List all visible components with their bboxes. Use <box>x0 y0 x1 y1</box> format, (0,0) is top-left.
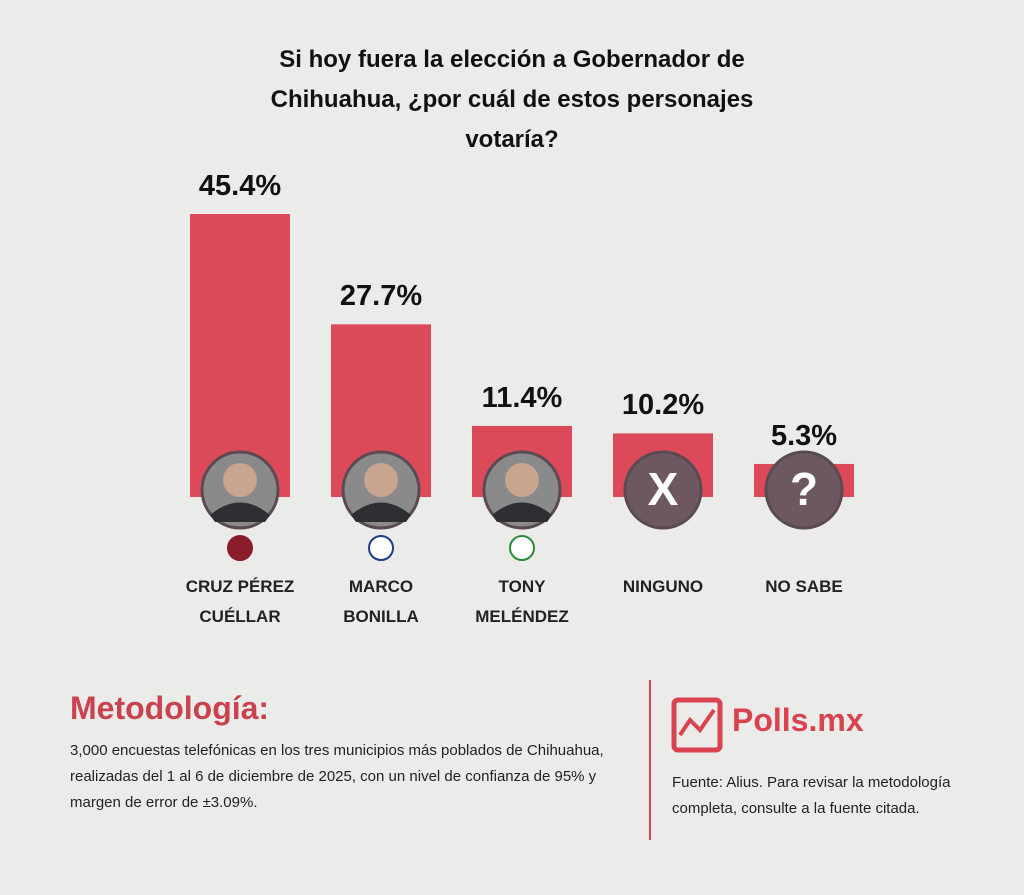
party-logo <box>509 535 535 561</box>
icon-circle <box>764 450 844 530</box>
photo-head <box>505 463 539 497</box>
value-label: 10.2% <box>621 389 705 422</box>
bar <box>190 214 290 497</box>
brand-icon <box>671 697 723 753</box>
photo-head <box>223 463 257 497</box>
methodology-heading: Metodología: <box>70 690 270 726</box>
brand-icon-line <box>678 708 716 737</box>
chart-title: Si hoy fuera la elección a Gobernador de… <box>270 46 754 153</box>
methodology-text: 3,000 encuestas telefónicas en los tres … <box>70 742 604 811</box>
value-label: 27.7% <box>339 280 423 313</box>
x-tick-label: NO SABE <box>765 577 843 596</box>
value-label: 45.4% <box>198 170 282 202</box>
x-tick-label: CRUZ PÉREZ CUÉLLAR <box>185 577 295 626</box>
photo-body <box>492 502 552 522</box>
party-logo <box>227 535 253 561</box>
brand: Polls.mx <box>732 702 864 738</box>
x-tick-label: MARCO BONILLA <box>343 577 419 626</box>
photo-body <box>210 502 270 522</box>
icon-glyph: X <box>648 463 679 515</box>
photo-body <box>351 502 411 522</box>
value-label: 5.3% <box>770 419 838 452</box>
photo-head <box>364 463 398 497</box>
x-tick-label: NINGUNO <box>622 577 704 596</box>
source: Fuente: Alius. Para revisar la metodolog… <box>672 774 951 817</box>
icon-circle <box>623 450 703 530</box>
party-logo <box>368 535 394 561</box>
x-tick-label: TONY MELÉNDEZ <box>475 577 569 626</box>
value-label: 11.4% <box>481 381 563 414</box>
icon-glyph: ? <box>790 463 818 515</box>
